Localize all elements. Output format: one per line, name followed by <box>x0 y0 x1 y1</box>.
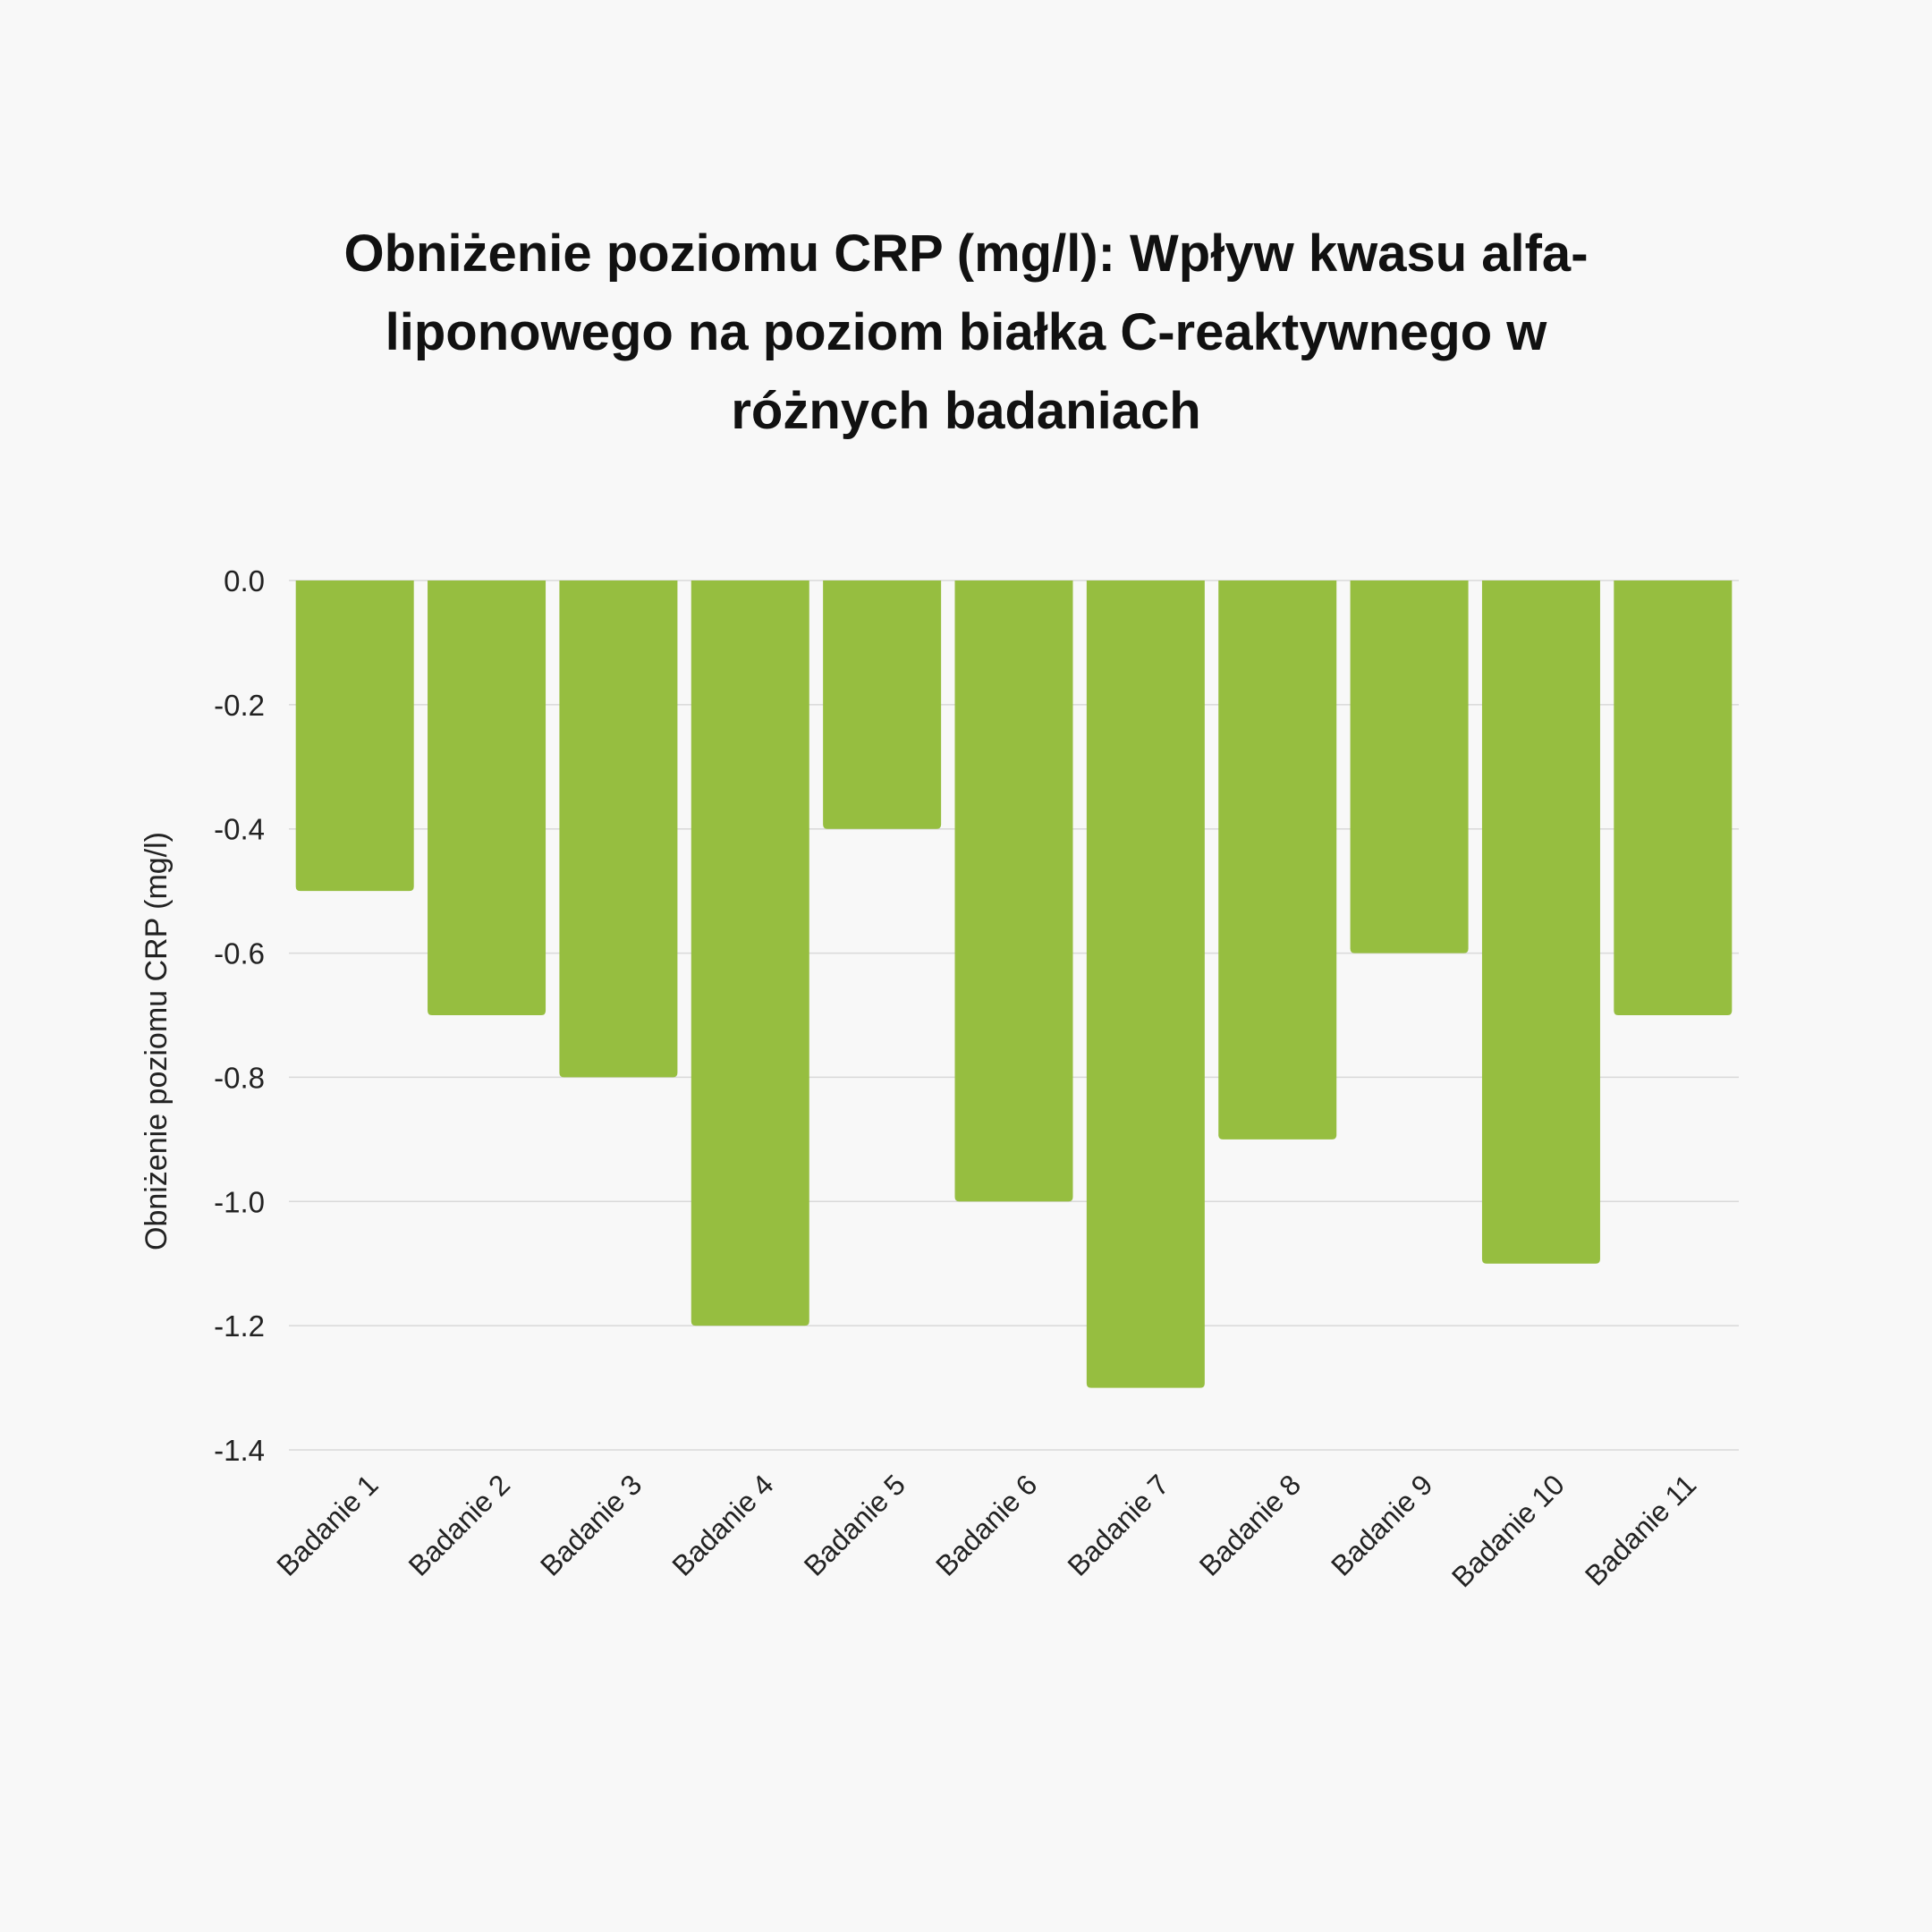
y-tick-label: -1.2 <box>214 1309 265 1343</box>
x-tick-label: Badanie 11 <box>1579 1468 1702 1591</box>
bar-11 <box>1614 580 1733 1015</box>
x-tick-label: Badanie 1 <box>270 1468 384 1581</box>
y-tick-label: -0.4 <box>214 813 265 846</box>
bar-8 <box>1218 580 1337 1140</box>
chart-title-line: różnych badaniach <box>731 382 1201 440</box>
y-tick-label: 0.0 <box>224 564 265 597</box>
x-tick-label: Badanie 6 <box>929 1468 1043 1581</box>
x-tick-label: Badanie 7 <box>1061 1468 1174 1581</box>
y-tick-label: -1.4 <box>214 1434 265 1467</box>
bar-3 <box>559 580 678 1078</box>
chart-title: Obniżenie poziomu CRP (mg/l): Wpływ kwas… <box>161 215 1771 451</box>
x-tick-label: Badanie 3 <box>534 1468 648 1581</box>
x-tick-label: Badanie 4 <box>665 1468 779 1581</box>
bar-1 <box>295 580 414 892</box>
chart-title-line: Obniżenie poziomu CRP (mg/l): Wpływ kwas… <box>343 225 1589 283</box>
y-tick-label: -0.6 <box>214 937 265 970</box>
bar-4 <box>691 580 809 1326</box>
x-tick-label: Badanie 2 <box>402 1468 516 1581</box>
bar-2 <box>428 580 547 1015</box>
chart-title-line: liponowego na poziom białka C-reaktywneg… <box>385 303 1547 361</box>
bar-6 <box>954 580 1073 1202</box>
x-tick-label: Badanie 8 <box>1193 1468 1307 1581</box>
y-tick-label: -0.8 <box>214 1061 265 1094</box>
x-tick-label: Badanie 5 <box>798 1468 911 1581</box>
bar-10 <box>1481 580 1600 1264</box>
x-tick-label: Badanie 9 <box>1325 1468 1438 1581</box>
bar-9 <box>1350 580 1469 953</box>
bar-7 <box>1086 580 1205 1388</box>
y-tick-label: -0.2 <box>214 689 265 722</box>
y-tick-label: -1.0 <box>214 1185 265 1218</box>
bar-5 <box>823 580 942 829</box>
bars <box>295 580 1733 1388</box>
x-axis-ticks: Badanie 1 Badanie 2 Badanie 3 Badanie 4 Bada… <box>270 1468 1702 1593</box>
x-tick-label: Badanie 10 <box>1445 1468 1571 1593</box>
y-axis-label: Obniżenie poziomu CRP (mg/l) <box>140 832 174 1250</box>
y-axis-ticks: 0.0 -0.2 -0.4 -0.6 -0.8 -1.0 -1.2 -1.4 <box>214 564 265 1467</box>
